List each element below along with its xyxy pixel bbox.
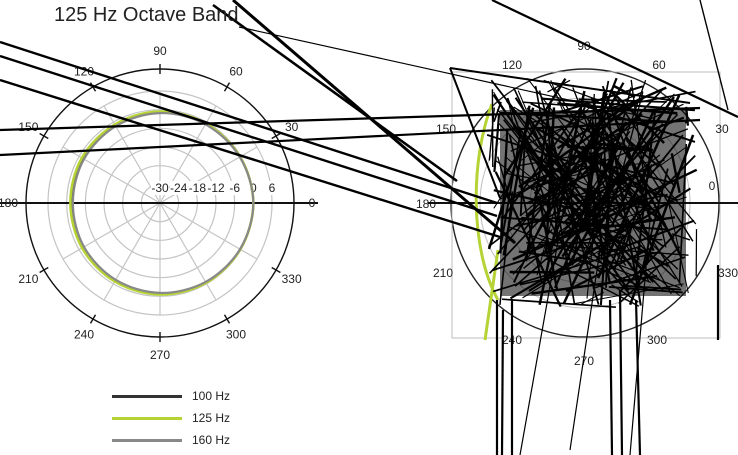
grid-spoke-10 xyxy=(159,202,217,301)
radial-label-3: -12 xyxy=(207,181,225,195)
radial-label-1: -24 xyxy=(170,181,188,195)
radial-label-6: 6 xyxy=(269,181,276,195)
scribble-line xyxy=(547,79,571,93)
grid-spoke-8 xyxy=(103,202,161,301)
scribble-line xyxy=(550,80,565,115)
scribble-line xyxy=(685,106,690,126)
ghost-green-stroke xyxy=(483,249,500,341)
angle-tick-7 xyxy=(39,266,49,274)
legend-swatch-series-1 xyxy=(112,417,182,420)
angle-label-8: 240 xyxy=(74,328,94,342)
ghost-angle-label-1: 60 xyxy=(652,58,666,72)
chart-title: 125 Hz Octave Band xyxy=(54,4,239,26)
stray-line-4 xyxy=(212,3,458,183)
angle-label-0: 0 xyxy=(309,196,316,210)
legend-label-series-0: 100 Hz xyxy=(192,389,231,403)
radial-label-bg-5 xyxy=(244,181,263,195)
grid-spoke-5 xyxy=(62,146,161,204)
angle-tick-2 xyxy=(223,82,231,92)
drop-line-3 xyxy=(608,299,614,455)
stray-line-10 xyxy=(449,67,691,104)
angle-label-11: 330 xyxy=(282,272,302,286)
drop-line-1 xyxy=(500,309,505,455)
radial-label-bg-2 xyxy=(188,181,207,195)
stray-line-14 xyxy=(699,0,729,111)
angle-label-5: 150 xyxy=(18,120,38,134)
angle-tick-8 xyxy=(89,314,97,324)
angle-label-7: 210 xyxy=(18,272,38,286)
grid-spoke-4 xyxy=(103,105,161,204)
radial-label-5: 0 xyxy=(250,181,257,195)
legend-label-series-1: 125 Hz xyxy=(192,411,231,425)
radial-label-bg-1 xyxy=(169,181,188,195)
grid-spoke-11 xyxy=(159,202,258,260)
angle-tick-11 xyxy=(271,266,281,274)
legend-item-series-2: 160 Hz xyxy=(112,430,272,452)
ghost-angle-label-7: 300 xyxy=(647,333,667,347)
angle-label-6: 180 xyxy=(0,196,18,210)
scribble-dense-block xyxy=(500,110,686,296)
ghost-plot-frame xyxy=(451,71,721,339)
grid-spoke-7 xyxy=(62,202,161,260)
radial-label-bg-4 xyxy=(225,181,244,195)
angle-tick-5 xyxy=(39,132,49,140)
radial-label-bg-6 xyxy=(263,181,281,195)
legend-label-series-2: 160 Hz xyxy=(192,433,231,447)
ghost-angle-label-4: 210 xyxy=(433,266,453,280)
radial-label-bg-0 xyxy=(151,181,169,195)
legend-item-series-0: 100 Hz xyxy=(112,386,272,408)
angle-label-2: 60 xyxy=(229,64,243,78)
angle-label-3: 90 xyxy=(153,44,167,58)
radial-label-4: -6 xyxy=(229,181,240,195)
scribble-line xyxy=(614,86,667,112)
angle-label-10: 300 xyxy=(226,328,246,342)
angle-label-9: 270 xyxy=(150,348,170,362)
radial-label-0: -30 xyxy=(151,181,169,195)
legend-item-series-1: 125 Hz xyxy=(112,408,272,430)
scribble-line xyxy=(543,79,598,101)
legend-swatch-series-0 xyxy=(112,395,182,398)
stray-line-9 xyxy=(449,67,501,199)
scribble-line xyxy=(493,114,501,173)
drop-line-5 xyxy=(634,299,642,455)
scribble-line xyxy=(488,107,495,161)
ghost-green-arc xyxy=(474,103,500,301)
angle-tick-1 xyxy=(271,132,281,140)
stray-line-2 xyxy=(0,78,501,239)
scribble-line xyxy=(613,84,636,99)
angle-tick-10 xyxy=(223,314,231,324)
scribble-line xyxy=(541,97,695,112)
stray-line-1 xyxy=(0,54,498,218)
radial-label-bg-3 xyxy=(207,181,225,195)
chart-legend: 100 Hz 125 Hz 160 Hz xyxy=(112,386,272,452)
ghost-angle-label-9: 330 xyxy=(718,266,738,280)
angle-label-1: 30 xyxy=(285,120,299,134)
ghost-angle-label-2: 120 xyxy=(502,58,522,72)
ghost-angle-label-5: 270 xyxy=(574,354,594,368)
scribble-line xyxy=(522,101,590,108)
radial-label-2: -18 xyxy=(189,181,207,195)
legend-swatch-series-2 xyxy=(112,439,182,442)
ghost-angle-label-11: 0 xyxy=(709,179,716,193)
ghost-angle-label-10: 180 xyxy=(416,197,436,211)
drop-line-4 xyxy=(618,289,624,455)
stray-line-8 xyxy=(491,0,738,118)
scribble-line xyxy=(502,298,616,309)
scribble-line xyxy=(493,101,502,122)
ghost-angle-label-8: 30 xyxy=(715,122,729,136)
